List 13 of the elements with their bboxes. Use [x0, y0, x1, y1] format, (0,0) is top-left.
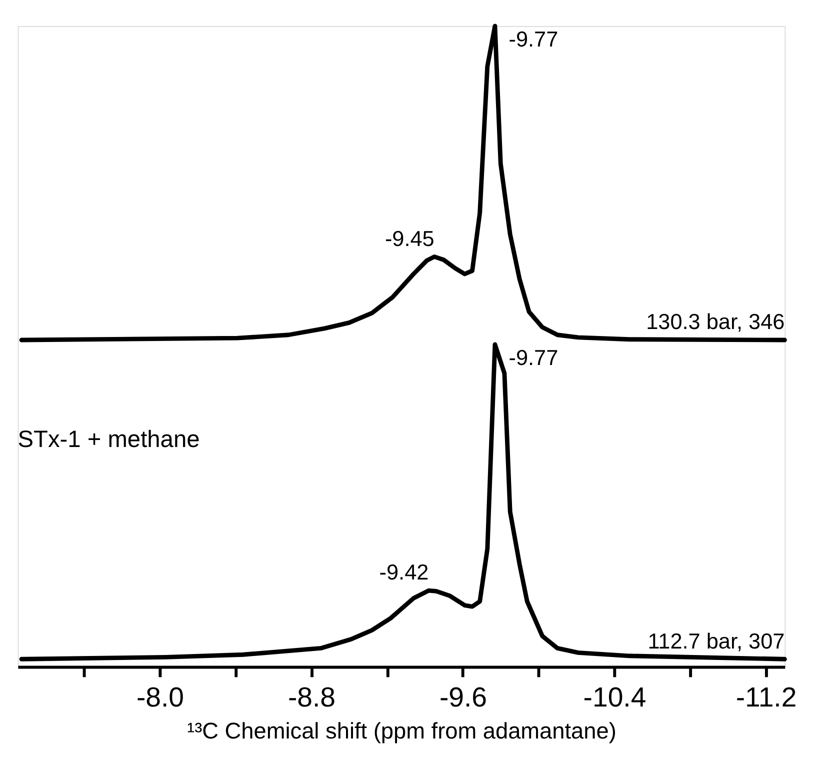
annotation: -9.45	[384, 226, 434, 251]
x-tick-label: -10.4	[583, 682, 646, 713]
annotation: -9.77	[508, 345, 558, 370]
series-label: 112.7 bar, 307	[648, 628, 785, 654]
x-tick-label: -11.2	[736, 682, 797, 713]
x-tick-label: -9.6	[439, 682, 488, 713]
series-label: 130.3 bar, 346	[646, 309, 785, 334]
x-tick-label: -8.0	[136, 682, 184, 713]
annotation: -9.42	[379, 560, 429, 585]
annotation: STx-1 + methane	[18, 426, 200, 453]
annotation: -9.77	[508, 26, 558, 52]
x-tick-label: -8.8	[288, 682, 336, 713]
x-axis-title: ¹³C Chemical shift (ppm from adamantane)	[187, 717, 616, 744]
